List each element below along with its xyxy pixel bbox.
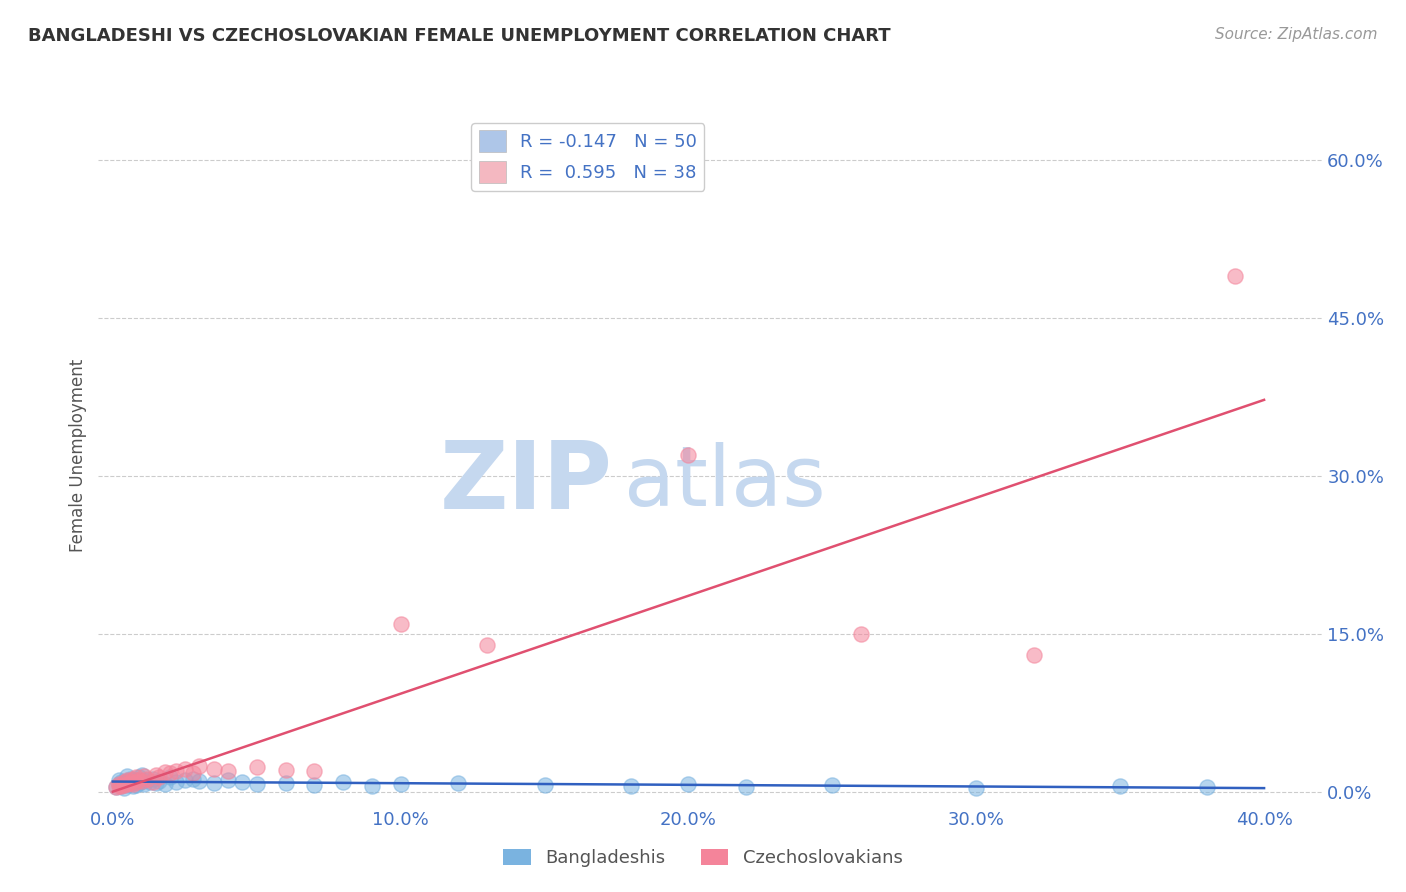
Point: [678, 777, 700, 791]
Text: Source: ZipAtlas.com: Source: ZipAtlas.com: [1215, 27, 1378, 42]
Point: [110, 774, 132, 789]
Point: [620, 779, 643, 793]
Point: [153, 765, 176, 780]
Point: [165, 774, 187, 789]
Point: [274, 763, 297, 777]
Point: [188, 773, 211, 788]
Point: [115, 769, 138, 783]
Point: [165, 764, 187, 779]
Point: [217, 764, 239, 779]
Point: [142, 772, 165, 786]
Point: [183, 766, 205, 780]
Point: [159, 771, 181, 785]
Point: [678, 448, 700, 462]
Point: [533, 778, 555, 792]
Point: [115, 773, 138, 788]
Text: BANGLADESHI VS CZECHOSLOVAKIAN FEMALE UNEMPLOYMENT CORRELATION CHART: BANGLADESHI VS CZECHOSLOVAKIAN FEMALE UN…: [28, 27, 891, 45]
Point: [188, 759, 211, 773]
Point: [104, 780, 127, 794]
Point: [120, 772, 142, 786]
Point: [136, 772, 159, 786]
Point: [304, 778, 326, 792]
Point: [112, 774, 135, 789]
Point: [131, 773, 153, 788]
Point: [115, 777, 138, 791]
Point: [145, 776, 167, 790]
Point: [389, 777, 412, 791]
Point: [183, 772, 205, 786]
Point: [107, 777, 129, 791]
Point: [148, 773, 170, 788]
Point: [173, 772, 195, 787]
Point: [122, 772, 145, 786]
Point: [120, 777, 142, 791]
Point: [821, 778, 844, 792]
Point: [735, 780, 758, 794]
Point: [122, 779, 145, 793]
Point: [112, 780, 135, 795]
Legend: Bangladeshis, Czechoslovakians: Bangladeshis, Czechoslovakians: [496, 841, 910, 874]
Point: [128, 772, 150, 787]
Point: [104, 780, 127, 794]
Point: [120, 776, 142, 790]
Point: [107, 772, 129, 787]
Point: [125, 774, 148, 789]
Legend: R = -0.147   N = 50, R =  0.595   N = 38: R = -0.147 N = 50, R = 0.595 N = 38: [471, 123, 704, 191]
Point: [360, 779, 382, 793]
Point: [145, 768, 167, 782]
Point: [202, 762, 225, 776]
Point: [849, 627, 872, 641]
Point: [1022, 648, 1045, 663]
Point: [128, 771, 150, 785]
Point: [107, 779, 129, 793]
Point: [202, 776, 225, 790]
Point: [332, 774, 354, 789]
Point: [125, 771, 148, 785]
Point: [246, 777, 269, 791]
Point: [246, 760, 269, 774]
Point: [274, 776, 297, 790]
Point: [112, 778, 135, 792]
Point: [142, 774, 165, 789]
Point: [148, 771, 170, 785]
Point: [447, 776, 470, 790]
Point: [136, 772, 159, 787]
Point: [122, 777, 145, 791]
Point: [110, 779, 132, 793]
Point: [131, 773, 153, 788]
Point: [134, 777, 156, 791]
Point: [153, 777, 176, 791]
Text: atlas: atlas: [624, 442, 827, 524]
Point: [120, 773, 142, 788]
Point: [217, 772, 239, 787]
Y-axis label: Female Unemployment: Female Unemployment: [69, 359, 87, 551]
Point: [128, 776, 150, 790]
Point: [134, 769, 156, 783]
Point: [125, 778, 148, 792]
Point: [965, 780, 987, 795]
Point: [110, 779, 132, 793]
Text: ZIP: ZIP: [439, 437, 612, 529]
Point: [231, 774, 253, 789]
Point: [139, 774, 162, 789]
Point: [159, 766, 181, 780]
Point: [115, 778, 138, 792]
Point: [112, 776, 135, 790]
Point: [173, 762, 195, 776]
Point: [131, 768, 153, 782]
Point: [475, 638, 498, 652]
Point: [1195, 780, 1218, 794]
Point: [122, 774, 145, 789]
Point: [1225, 268, 1247, 283]
Point: [125, 772, 148, 787]
Point: [389, 616, 412, 631]
Point: [107, 777, 129, 791]
Point: [304, 764, 326, 779]
Point: [115, 772, 138, 787]
Point: [1109, 779, 1132, 793]
